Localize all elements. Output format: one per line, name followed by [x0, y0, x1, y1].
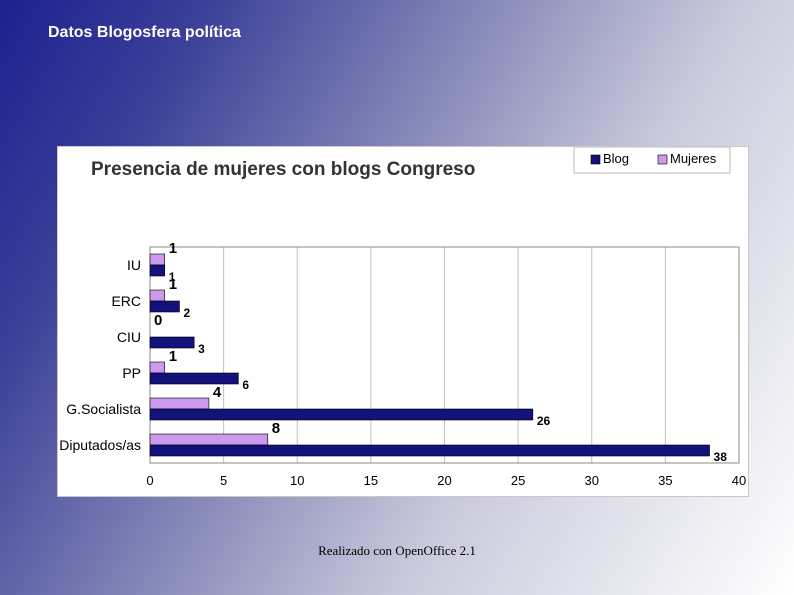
category-label: PP: [122, 365, 141, 381]
x-tick-label: 20: [437, 473, 451, 488]
data-label-blog: 6: [242, 378, 249, 392]
data-label-blog: 3: [198, 342, 205, 356]
bar-mujeres: [149, 433, 269, 446]
data-label-blog: 26: [537, 414, 551, 428]
footer-note: Realizado con OpenOffice 2.1: [318, 543, 476, 558]
legend-label: Blog: [603, 151, 629, 166]
data-label-mujeres: 0: [154, 312, 162, 329]
bar-mujeres: [149, 289, 166, 302]
x-tick-label: 0: [146, 473, 153, 488]
x-tick-label: 40: [732, 473, 746, 488]
plot-frame: [149, 246, 740, 464]
x-tick-label: 25: [511, 473, 525, 488]
data-label-mujeres: 1: [169, 240, 177, 257]
bar-blog: [149, 336, 195, 349]
data-label-mujeres: 4: [213, 384, 222, 401]
data-label-blog: 1: [169, 270, 176, 284]
x-tick-label: 10: [290, 473, 304, 488]
x-tick-label: 5: [220, 473, 227, 488]
x-tick-label: 15: [364, 473, 378, 488]
category-label: G.Socialista: [66, 401, 141, 417]
chart-panel: Presencia de mujeres con blogs Congreso B…: [57, 146, 749, 497]
bar-blog: [149, 300, 180, 313]
bar-mujeres: [149, 361, 166, 374]
legend-label: Mujeres: [670, 151, 717, 166]
data-label-mujeres: 1: [169, 348, 177, 365]
bar-mujeres: [149, 397, 210, 410]
category-label: CIU: [117, 329, 141, 345]
bar-blog: [149, 444, 710, 457]
chart-title: Presencia de mujeres con blogs Congreso: [91, 159, 475, 180]
data-label-blog: 2: [183, 306, 190, 320]
bar-chart: Presencia de mujeres con blogs Congreso B…: [59, 147, 746, 488]
x-tick-label: 35: [658, 473, 672, 488]
category-label: Diputados/as: [59, 437, 141, 453]
data-label-mujeres: 1: [169, 276, 177, 293]
x-tick-label: 30: [585, 473, 599, 488]
category-label: ERC: [111, 293, 141, 309]
bar-mujeres: [149, 253, 166, 266]
data-label-blog: 38: [714, 450, 728, 464]
slide-title: Datos Blogosfera política: [48, 24, 241, 41]
bar-blog: [149, 408, 534, 421]
bar-blog: [149, 372, 239, 385]
legend-swatch: [590, 154, 601, 165]
category-label: IU: [127, 257, 141, 273]
legend-swatch: [657, 154, 668, 165]
bar-blog: [149, 264, 166, 277]
data-label-mujeres: 8: [272, 420, 280, 437]
